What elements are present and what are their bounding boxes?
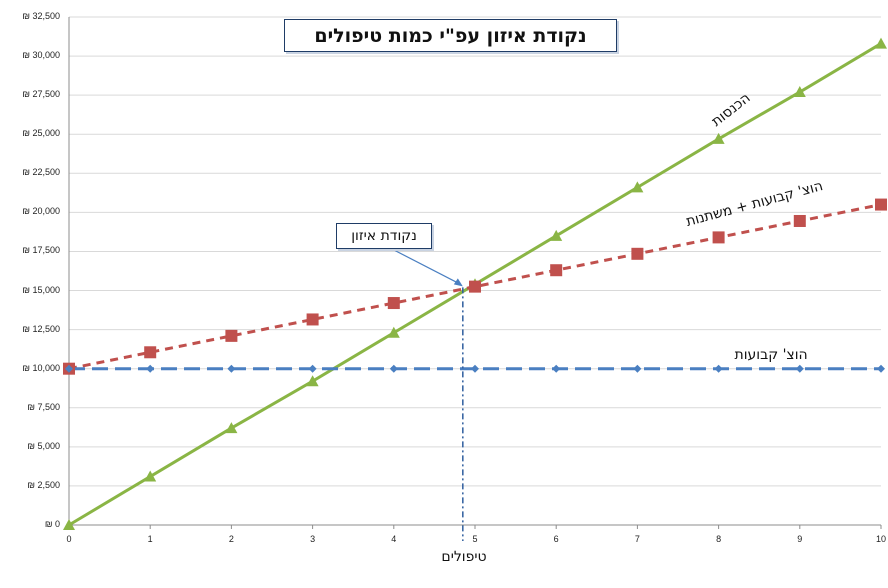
data-point (65, 364, 73, 373)
data-point (631, 247, 644, 260)
data-point (877, 364, 885, 373)
data-point (63, 519, 75, 530)
data-point (144, 470, 157, 482)
data-point (550, 264, 563, 277)
y-tick-label: ₪ 30,000 (22, 50, 60, 61)
x-tick-label: 6 (553, 534, 559, 544)
data-point (387, 326, 400, 338)
series-line-1 (68, 203, 882, 371)
x-tick-label: 8 (716, 534, 722, 544)
data-point (875, 198, 887, 211)
data-point (712, 132, 725, 144)
y-tick-label: ₪ 25,000 (22, 128, 60, 139)
data-point (793, 86, 806, 98)
data-point (550, 229, 563, 241)
y-tick-label: ₪ 17,500 (22, 245, 60, 256)
y-tick-label: ₪ 22,500 (22, 167, 60, 178)
x-tick-label: 0 (66, 534, 72, 544)
break-even-arrowhead (453, 278, 463, 287)
data-point (793, 214, 806, 227)
data-point (225, 329, 238, 342)
data-point (146, 364, 155, 373)
x-tick-label: 10 (875, 534, 886, 544)
data-point (795, 364, 804, 373)
data-point (144, 346, 157, 359)
y-tick-label: ₪ 27,500 (22, 89, 60, 100)
y-tick-label: ₪ 10,000 (22, 362, 60, 373)
data-point (306, 313, 319, 326)
y-tick-label: ₪ 0 (44, 519, 60, 529)
x-tick-label: 3 (310, 534, 316, 544)
data-point (712, 231, 725, 244)
y-tick-label: ₪ 7,500 (27, 401, 60, 412)
data-point (552, 364, 561, 373)
x-tick-label: 7 (634, 534, 640, 544)
y-tick-label: ₪ 20,000 (22, 206, 60, 217)
series-label-fixed-costs: הוצ' קבועות (734, 347, 808, 363)
break-even-arrow (391, 248, 462, 285)
break-even-callout: נקודת איזון (336, 223, 432, 249)
data-point (225, 422, 238, 434)
x-tick-label: 2 (228, 534, 234, 544)
data-point (633, 364, 642, 373)
x-axis-title: טיפולים (441, 549, 487, 565)
data-point (469, 280, 481, 293)
x-tick-label: 9 (797, 534, 803, 544)
chart-title: נקודת איזון עפ"י כמות טיפולים (284, 19, 617, 52)
x-tick-label: 1 (147, 534, 153, 544)
y-tick-label: ₪ 5,000 (27, 440, 60, 451)
data-point (714, 364, 723, 373)
y-tick-label: ₪ 2,500 (27, 479, 60, 490)
data-point (227, 364, 236, 373)
x-tick-label: 4 (391, 534, 397, 544)
y-tick-label: ₪ 32,500 (22, 11, 60, 21)
data-point (387, 297, 400, 310)
data-point (631, 181, 644, 193)
data-point (471, 364, 479, 373)
data-point (875, 37, 887, 49)
y-tick-label: ₪ 15,000 (22, 284, 60, 295)
data-point (308, 364, 317, 373)
x-tick-label: 5 (472, 534, 478, 544)
data-point (306, 375, 319, 387)
y-tick-label: ₪ 12,500 (22, 323, 60, 334)
data-point (389, 364, 398, 373)
